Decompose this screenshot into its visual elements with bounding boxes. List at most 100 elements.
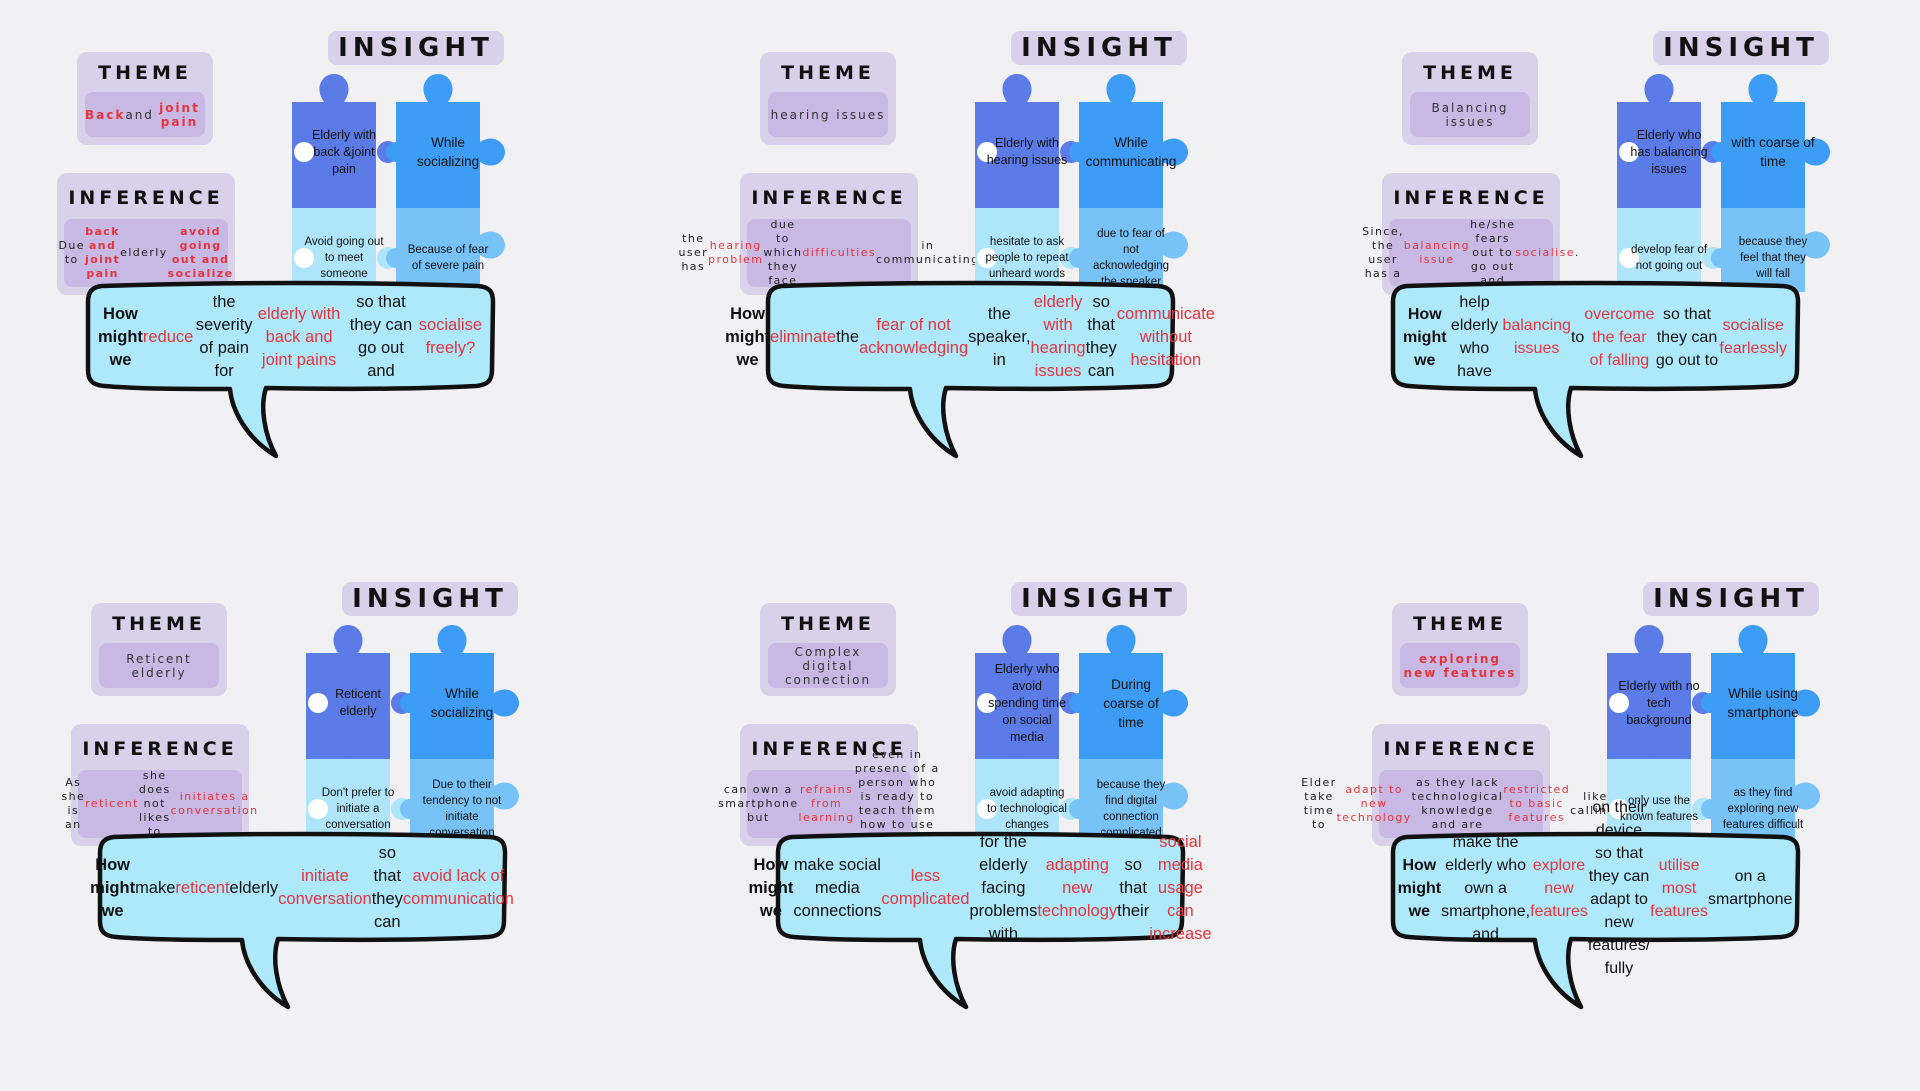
knob-top-left-down xyxy=(322,182,346,206)
theme-text: hearing issues xyxy=(768,92,888,137)
text-segment: the severity of pain for xyxy=(195,293,253,380)
theme-heading: THEME xyxy=(1413,613,1507,635)
text-segment: eliminate xyxy=(770,327,837,346)
text-segment: and xyxy=(125,107,154,122)
piece-text-why: due to fear of not acknowledging the spe… xyxy=(1092,228,1170,288)
text-segment: Elder take time to xyxy=(1301,776,1337,831)
puzzle-piece-top-left xyxy=(306,625,390,759)
speech-bubble-shape xyxy=(85,280,496,459)
theme-card: THEME Reticent elderly xyxy=(91,603,227,696)
text-segment: How might we xyxy=(725,304,771,369)
piece-text-what: only use the known features xyxy=(1620,795,1698,823)
piece-text-what: Don't prefer to initiate a conversation xyxy=(321,787,395,831)
theme-text: Balancing issues xyxy=(1410,92,1530,137)
text-segment: hearing problem xyxy=(708,239,764,266)
puzzle-piece-top-right xyxy=(1079,625,1188,759)
knob-top-right-down xyxy=(440,733,464,757)
slot-top-right xyxy=(400,693,420,713)
text-segment: refrains from learning xyxy=(798,783,855,824)
text-segment: on a smartphone xyxy=(1707,868,1793,908)
text-segment: exploring new features xyxy=(1403,651,1517,680)
puzzle-graphic xyxy=(1607,625,1820,860)
text-segment: How might we xyxy=(98,304,143,369)
hmw-speech-bubble: How might we reduce the severity of pain… xyxy=(80,278,500,460)
piece-text-what: hesitate to ask people to repeat unheard… xyxy=(985,236,1069,280)
speech-bubble-shape xyxy=(1390,280,1801,459)
inference-text: can own a smartphone but refrains from l… xyxy=(718,748,938,859)
inference-text: the user has hearing problem due to whic… xyxy=(678,218,978,287)
puzzle-graphic xyxy=(975,74,1188,309)
text-segment: How might we xyxy=(90,855,136,920)
insight-heading: INSIGHT xyxy=(328,31,504,65)
piece-text-when: While socializing xyxy=(430,686,494,720)
puzzle-piece-top-left xyxy=(1617,74,1701,208)
knob-top-left-down xyxy=(1005,733,1029,757)
inference-card: INFERENCE the user has hearing problem d… xyxy=(678,173,978,295)
text-segment: joint pain xyxy=(159,100,200,129)
insight-puzzle: Elderly who avoid spending time on socia… xyxy=(975,621,1235,871)
puzzle-graphic xyxy=(292,74,505,309)
insight-puzzle: Reticent elderly While socializing Don't… xyxy=(306,621,566,871)
slot-bottom-left xyxy=(1619,248,1639,268)
slot-top-left xyxy=(1609,693,1629,713)
text-segment: so that they can xyxy=(371,844,403,931)
theme-card: THEME exploring new features xyxy=(1392,603,1528,696)
text-segment: explore new features xyxy=(1530,856,1588,920)
hmw-question: How might we help elderly who have balan… xyxy=(1403,294,1787,380)
hmw-question: How might we make the elderly who own a … xyxy=(1398,799,1793,977)
inference-text: Due to back and joint pain elderly avoid… xyxy=(59,219,232,287)
slot-bottom-right xyxy=(400,799,420,819)
piece-text-what: Avoid going out to meet someone xyxy=(304,236,384,280)
text-segment: socialise xyxy=(1515,246,1575,259)
puzzle-piece-bottom-right xyxy=(1721,208,1830,292)
text-segment: elderly xyxy=(120,246,168,259)
slot-top-left xyxy=(1619,142,1639,162)
knob-top-right-down xyxy=(1109,733,1133,757)
text-segment: balancing issue xyxy=(1403,239,1471,266)
piece-text-why: because they feel that they will fall xyxy=(1738,236,1808,280)
text-segment: utilise most features xyxy=(1650,856,1708,920)
piece-text-why: Because of fear of severe pain xyxy=(407,244,489,272)
knob-top-left-down xyxy=(1647,182,1671,206)
text-segment: balancing issues xyxy=(1502,317,1571,357)
hmw-question: How might we make social media connectio… xyxy=(748,833,1211,943)
puzzle-graphic xyxy=(975,625,1188,860)
theme-heading: THEME xyxy=(781,613,875,635)
puzzle-piece-bottom-left xyxy=(975,208,1059,292)
puzzle-piece-bottom-right xyxy=(1711,759,1820,843)
text-segment: so that they can xyxy=(1085,293,1117,380)
text-segment: How might we xyxy=(1397,856,1442,920)
piece-text-why: as they find exploring new features diff… xyxy=(1722,787,1804,831)
piece-text-who: Elderly who has balancing issues xyxy=(1630,127,1708,176)
knob-top-left-down xyxy=(1637,733,1661,757)
text-segment: back and joint pain xyxy=(84,225,121,280)
puzzle-piece-top-right xyxy=(1079,74,1188,208)
hmw-speech-bubble: How might we make reticent elderly initi… xyxy=(90,829,514,1011)
puzzle-piece-bottom-left xyxy=(306,759,390,843)
text-segment: help elderly who have xyxy=(1450,294,1499,380)
theme-heading: THEME xyxy=(112,613,206,635)
hmw-question: How might we reduce the severity of pain… xyxy=(98,293,482,380)
puzzle-piece-top-right xyxy=(1711,625,1820,759)
insight-heading: INSIGHT xyxy=(1011,31,1187,65)
inference-card: INFERENCE Elder take time to adapt to ne… xyxy=(1301,724,1619,846)
insight-puzzle: Elderly with no tech background While us… xyxy=(1607,621,1867,871)
text-segment: can own a smartphone but xyxy=(718,783,799,824)
slot-top-right xyxy=(1711,142,1731,162)
text-segment: make the elderly who own a smartphone, a… xyxy=(1441,833,1531,943)
text-segment: Complex digital connection xyxy=(784,644,872,687)
puzzle-piece-top-right xyxy=(1721,74,1830,208)
slot-top-left xyxy=(294,142,314,162)
text-segment: communicate without hesitation xyxy=(1116,304,1215,369)
slot-top-right xyxy=(386,142,406,162)
text-segment: the speaker, in xyxy=(968,304,1031,369)
puzzle-piece-bottom-right xyxy=(410,759,519,843)
piece-text-when: While communicating xyxy=(1085,135,1177,169)
text-segment: the user has xyxy=(678,232,709,273)
text-segment: he/she fears out to go out and xyxy=(1470,218,1516,287)
slot-bottom-left xyxy=(1609,799,1629,819)
insight-heading: INSIGHT xyxy=(342,582,518,616)
slot-top-left xyxy=(977,693,997,713)
inference-text: Elder take time to adapt to new technolo… xyxy=(1301,770,1619,838)
knob-top-right-down xyxy=(1109,182,1133,206)
